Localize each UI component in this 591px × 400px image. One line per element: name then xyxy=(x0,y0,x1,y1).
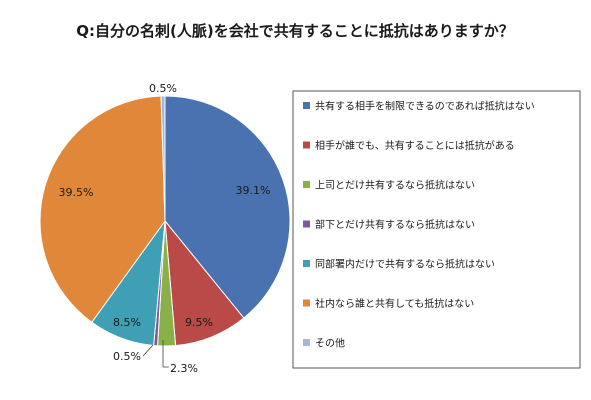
data-label-2: 9.5% xyxy=(185,316,213,329)
legend-swatch-2 xyxy=(303,141,310,149)
legend-swatch-5 xyxy=(303,260,310,267)
legend-swatch-7 xyxy=(303,339,310,346)
leader-lines xyxy=(142,340,169,368)
pie-slices xyxy=(39,95,291,347)
data-labels: 39.1% 9.5% 2.3% 0.5% 8.5% 39.5% 0.5% xyxy=(59,82,271,375)
legend-swatch-1 xyxy=(303,102,310,109)
legend-swatch-4 xyxy=(303,220,310,228)
data-label-7: 0.5% xyxy=(149,82,177,95)
legend-label-5: 同部署内だけで共有するなら抵抗はない xyxy=(315,258,495,271)
legend-frame xyxy=(292,90,581,369)
chart-title: Q:自分の名刺(人脈)を会社で共有することに抵抗はありますか？ xyxy=(76,22,513,40)
pie-slice-2 xyxy=(164,219,245,347)
pie-slice-7 xyxy=(160,95,166,222)
leader-line-4 xyxy=(142,344,154,357)
legend-swatch-3 xyxy=(303,181,310,188)
pie-slice-6 xyxy=(39,95,166,324)
legend-swatch-6 xyxy=(303,299,310,307)
data-label-3: 2.3% xyxy=(170,362,198,375)
leader-line-3 xyxy=(162,340,169,368)
legend-label-2: 相手が誰でも、共有することには抵抗がある xyxy=(315,139,515,152)
data-label-6: 39.5% xyxy=(59,186,94,199)
legend: 共有する相手を制限できるのであれば抵抗はない相手が誰でも、共有することには抵抗が… xyxy=(292,90,581,369)
legend-label-7: その他 xyxy=(315,337,345,350)
pie-slice-1 xyxy=(164,95,291,319)
data-label-1: 39.1% xyxy=(236,184,271,197)
data-label-4: 0.5% xyxy=(113,350,141,363)
legend-label-4: 部下とだけ共有するなら抵抗はない xyxy=(315,218,475,231)
legend-label-1: 共有する相手を制限できるのであれば抵抗はない xyxy=(315,100,535,113)
legend-label-6: 社内なら誰と共有しても抵抗はない xyxy=(315,297,474,310)
legend-label-3: 上司とだけ共有するなら抵抗はない xyxy=(315,179,475,192)
data-label-5: 8.5% xyxy=(113,316,141,329)
